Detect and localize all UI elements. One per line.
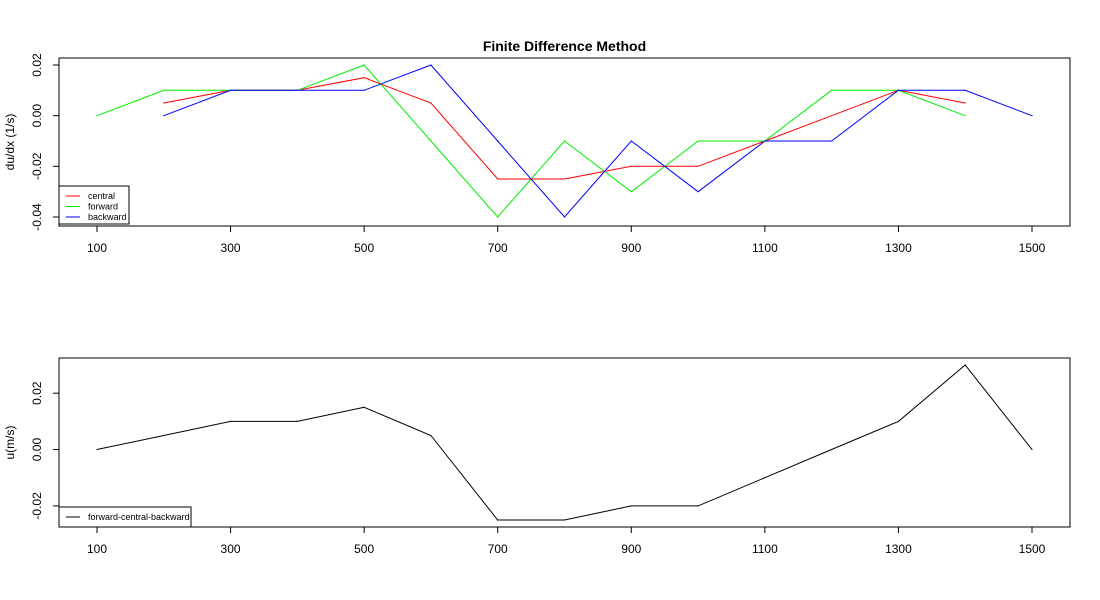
x-tick-label: 900: [621, 241, 641, 255]
data-point-forward-central-backward: [229, 420, 232, 422]
data-point-forward: [430, 140, 432, 142]
data-point-forward-central-backward: [96, 448, 98, 451]
legend-label: forward-central-backward: [88, 512, 190, 522]
data-point-backward: [229, 89, 232, 91]
x-tick-label: 100: [87, 241, 107, 255]
data-point-forward: [163, 89, 165, 91]
data-point-central: [831, 115, 833, 117]
x-tick-label: 1100: [752, 241, 778, 255]
data-point-forward-central-backward: [430, 434, 432, 437]
data-point-backward: [764, 140, 766, 142]
data-point-backward: [1031, 115, 1033, 117]
x-tick-label: 1500: [1019, 241, 1046, 255]
data-point-backward: [897, 89, 900, 91]
data-point-forward: [563, 140, 566, 142]
data-point-backward: [363, 89, 365, 91]
series-line-forward-central-backward: [96, 364, 1033, 521]
plot-frame: [58, 357, 1071, 528]
data-point-forward: [497, 216, 499, 218]
y-tick-label: 0.02: [30, 53, 44, 77]
legend-label: forward: [88, 202, 118, 212]
legend: forward-central-backward: [58, 506, 192, 528]
legend-box: [58, 185, 130, 225]
panel-1: Finite Difference Method 100 300 500 700 900 1…: [3, 38, 1071, 255]
x-tick-label: 100: [87, 542, 107, 556]
data-point-backward: [163, 115, 165, 117]
x-tick-label: 700: [488, 241, 508, 255]
data-point-forward-central-backward: [897, 420, 900, 422]
x-tick-label: 700: [488, 542, 508, 556]
y-tick-label: -0.04: [30, 203, 44, 231]
data-point-central: [630, 165, 632, 167]
data-point-forward-central-backward: [296, 420, 298, 422]
data-point-forward-central-backward: [163, 434, 165, 437]
series-line-backward: [163, 64, 1033, 218]
data-point-central: [430, 102, 432, 104]
x-tick-label: 1500: [1019, 542, 1046, 556]
x-tick-label: 500: [354, 241, 374, 255]
data-point-backward: [497, 140, 499, 142]
data-point-backward: [630, 140, 632, 142]
data-point-forward-central-backward: [363, 406, 365, 408]
data-point-forward: [630, 191, 632, 193]
data-point-forward: [363, 64, 365, 66]
legend-box: [58, 506, 192, 528]
data-point-forward-central-backward: [697, 505, 699, 507]
x-tick-label: 300: [221, 542, 241, 556]
data-point-backward: [563, 216, 566, 218]
data-point-backward: [964, 89, 966, 91]
data-point-central: [563, 178, 566, 180]
data-point-forward: [697, 140, 699, 142]
y-axis-label: du/dx (1/s): [3, 114, 17, 171]
data-point-backward: [831, 140, 833, 142]
x-tick-label: 900: [621, 542, 641, 556]
data-point-central: [697, 165, 699, 167]
data-point-backward: [430, 64, 432, 66]
data-point-forward-central-backward: [831, 448, 833, 451]
data-point-forward-central-backward: [497, 519, 499, 521]
x-tick-label: 1100: [752, 542, 778, 556]
data-point-forward-central-backward: [964, 364, 966, 366]
data-point-forward-central-backward: [630, 505, 632, 507]
y-tick-label: 0.00: [30, 104, 44, 128]
data-point-central: [163, 102, 165, 104]
legend-label: backward: [88, 212, 127, 222]
y-tick-label: 0.02: [30, 381, 44, 405]
x-tick-label: 1300: [885, 241, 912, 255]
data-point-central: [497, 178, 499, 180]
data-point-backward: [296, 89, 298, 91]
legend-label: central: [88, 191, 115, 201]
data-point-forward: [964, 115, 966, 117]
data-point-central: [964, 102, 966, 104]
x-tick-label: 1300: [885, 542, 912, 556]
x-tick-label: 500: [354, 542, 374, 556]
y-axis-label: u(m/s): [3, 426, 17, 460]
data-point-forward-central-backward: [764, 477, 766, 479]
panel-2: 100 300 500 700 900 1100 1300 1500 -0.02 0.00 0.02…: [3, 357, 1071, 556]
plot-frame: [58, 57, 1071, 227]
data-point-forward-central-backward: [1031, 448, 1033, 451]
data-point-forward-central-backward: [563, 519, 566, 521]
data-point-backward: [697, 191, 699, 193]
series-line-forward: [96, 64, 966, 218]
y-tick-label: -0.02: [30, 492, 44, 520]
series-line-central: [163, 77, 966, 180]
data-point-forward: [831, 89, 833, 91]
chart-title: Finite Difference Method: [483, 38, 646, 54]
y-tick-label: 0.00: [30, 438, 44, 462]
x-tick-label: 300: [221, 241, 241, 255]
y-tick-label: -0.02: [30, 152, 44, 180]
data-point-forward: [96, 115, 98, 117]
data-point-central: [363, 77, 365, 79]
